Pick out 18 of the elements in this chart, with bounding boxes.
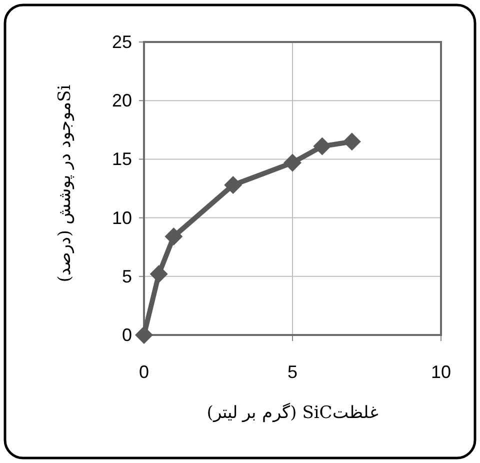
point: [313, 137, 332, 156]
point: [135, 326, 153, 344]
y-tick-label: 20: [112, 90, 132, 111]
point: [164, 228, 183, 246]
x-tick-label: 0: [138, 362, 150, 382]
point: [284, 154, 302, 172]
y-tick-label: 0: [122, 325, 132, 345]
y-tick-label: 10: [112, 208, 132, 228]
point: [224, 176, 242, 194]
x-tick-label: 10: [430, 362, 452, 382]
x-axis-title: غلظتSiC (گرم بر لیتر): [206, 402, 378, 423]
y-tick-label: 25: [112, 32, 132, 52]
point: [150, 265, 168, 284]
y-axis-title: Siموجود در پوشش (درصد): [55, 84, 75, 282]
point: [342, 132, 361, 151]
y-tick-label: 5: [122, 266, 132, 286]
x-tick-label: 5: [287, 362, 298, 382]
y-tick-label: 15: [112, 149, 132, 170]
